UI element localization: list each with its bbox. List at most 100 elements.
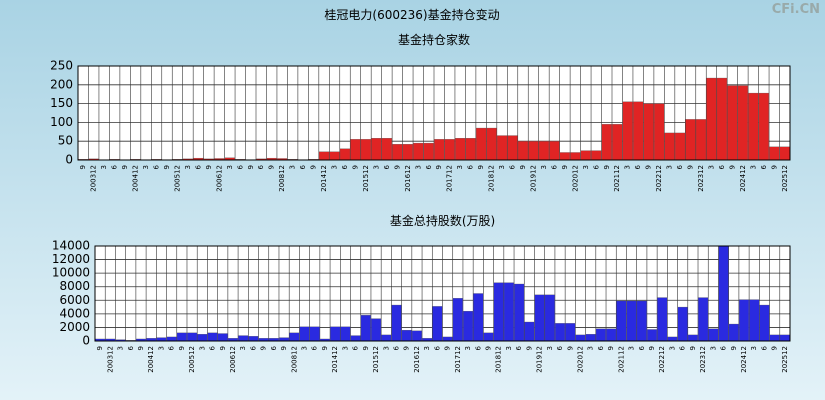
bar — [434, 139, 445, 161]
x-tick-label: 9 — [96, 346, 104, 350]
y-tick-label: 0 — [65, 153, 73, 167]
x-tick-label: 3 — [239, 346, 247, 350]
bar — [779, 334, 790, 342]
x-tick-label: 201512 — [362, 165, 370, 192]
x-tick-label: 9 — [435, 165, 443, 169]
x-tick-label: 3 — [624, 165, 632, 169]
bar — [769, 334, 780, 342]
bar — [591, 150, 602, 161]
x-tick-label: 9 — [121, 165, 129, 169]
bar — [248, 336, 259, 342]
x-tick-label: 6 — [515, 345, 523, 350]
bar — [483, 332, 494, 342]
bar — [176, 332, 187, 342]
x-tick-label: 6 — [194, 164, 202, 169]
bar — [309, 326, 320, 342]
x-tick-label: 6 — [209, 345, 217, 350]
x-tick-label: 3 — [157, 346, 165, 350]
bar — [667, 336, 678, 342]
bar — [706, 77, 717, 161]
bar — [360, 315, 371, 342]
bar — [350, 139, 361, 161]
x-tick-label: 200412 — [147, 346, 155, 373]
x-tick-label: 201812 — [488, 165, 496, 192]
bar — [462, 310, 474, 342]
x-tick-label: 3 — [142, 165, 150, 169]
x-tick-label: 9 — [645, 165, 653, 169]
page-title: 桂冠电力(600236)基金持仓变动 — [324, 7, 499, 22]
x-tick-label: 202312 — [697, 165, 705, 192]
x-tick-label: 9 — [219, 346, 227, 350]
bar — [423, 142, 434, 161]
x-tick-label: 9 — [477, 165, 485, 169]
bar — [442, 336, 453, 342]
x-tick-label: 3 — [331, 165, 339, 169]
bar — [401, 329, 412, 342]
bar — [749, 299, 760, 342]
x-tick-label: 202112 — [617, 346, 625, 373]
bar — [698, 297, 709, 342]
x-tick-label: 9 — [247, 165, 255, 169]
x-tick-label: 201612 — [404, 165, 412, 192]
bar — [565, 323, 576, 342]
bar — [727, 85, 738, 161]
x-tick-label: 3 — [666, 165, 674, 169]
bar — [475, 127, 487, 161]
x-tick-label: 6 — [249, 345, 257, 350]
x-tick-label: 6 — [168, 345, 176, 350]
y-tick-label: 10000 — [52, 266, 90, 280]
bar — [207, 332, 218, 342]
x-tick-label: 6 — [311, 345, 319, 350]
x-tick-label: 201912 — [536, 346, 544, 373]
x-tick-label: 9 — [771, 346, 779, 350]
x-tick-label: 202012 — [576, 346, 584, 373]
x-tick-label: 200812 — [290, 346, 298, 373]
bar — [329, 151, 340, 161]
bar — [503, 282, 514, 342]
bar — [758, 92, 769, 161]
x-tick-label: 201812 — [495, 346, 503, 373]
x-tick-label: 9 — [393, 165, 401, 169]
x-tick-label: 9 — [689, 346, 697, 350]
x-tick-label: 3 — [414, 165, 422, 169]
x-tick-label: 6 — [236, 164, 244, 169]
x-tick-label: 200512 — [173, 165, 181, 192]
bar — [381, 138, 393, 161]
x-tick-label: 9 — [566, 346, 574, 350]
bar — [769, 146, 780, 161]
bar — [318, 151, 330, 161]
y-tick-label: 12000 — [52, 252, 90, 266]
x-tick-label: 6 — [257, 164, 265, 169]
x-tick-label: 6 — [270, 345, 278, 350]
x-tick-label: 6 — [720, 345, 728, 350]
bar — [728, 323, 739, 342]
bar — [622, 101, 633, 161]
x-tick-label: 6 — [433, 345, 441, 350]
x-tick-label: 9 — [770, 165, 778, 169]
bar — [402, 144, 413, 161]
y-tick-label: 8000 — [59, 279, 90, 293]
x-tick-label: 9 — [525, 346, 533, 350]
bar — [507, 135, 518, 161]
bar — [455, 138, 466, 161]
y-tick-label: 2000 — [59, 320, 90, 334]
x-tick-label: 201712 — [446, 165, 454, 192]
x-tick-label: 200312 — [90, 165, 98, 192]
x-tick-label: 6 — [111, 164, 119, 169]
bar — [612, 124, 623, 161]
x-tick-label: 6 — [474, 345, 482, 350]
x-tick-label: 6 — [556, 345, 564, 350]
x-tick-label: 3 — [100, 165, 108, 169]
bar — [534, 294, 545, 342]
bar — [664, 132, 675, 161]
x-tick-label: 200812 — [278, 165, 286, 192]
x-tick-label: 3 — [668, 346, 676, 350]
x-tick-label: 201612 — [413, 346, 421, 373]
x-tick-label: 3 — [707, 165, 715, 169]
x-tick-label: 6 — [509, 164, 517, 169]
bar — [748, 92, 759, 161]
x-tick-label: 9 — [310, 165, 318, 169]
x-tick-label: 202412 — [740, 346, 748, 373]
y-tick-label: 250 — [50, 59, 73, 73]
